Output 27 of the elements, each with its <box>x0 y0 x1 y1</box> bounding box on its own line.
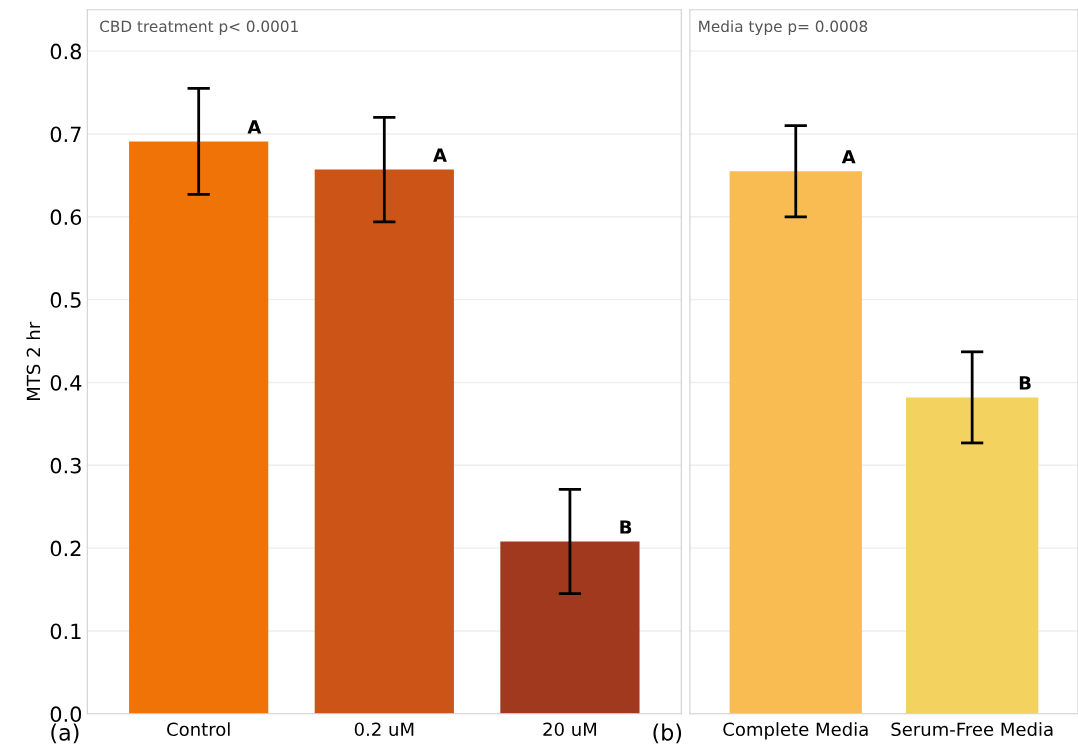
x-tick-label: 20 uM <box>543 722 597 737</box>
y-tick-label: 0.8 <box>50 43 82 60</box>
y-tick-label: 0.7 <box>50 126 81 143</box>
annotation: B <box>1019 376 1031 390</box>
y-tick-label: 0.5 <box>50 292 81 308</box>
x-tick-label: Control <box>167 722 230 737</box>
annotation: A <box>841 150 856 164</box>
y-tick-label: 0.2 <box>50 540 81 557</box>
y-tick-label: 0.3 <box>50 457 81 474</box>
text: CBD treatment p< 0.0001 <box>100 20 298 36</box>
annotation: A <box>433 148 447 162</box>
x-tick-label: 0.2 uM <box>354 722 414 737</box>
y-tick-label: 0.4 <box>50 374 82 391</box>
text: (b) <box>653 723 682 744</box>
annotation: A <box>247 120 262 134</box>
text: Media type p= 0.0008 <box>699 20 868 36</box>
y-tick-label: 0.1 <box>50 623 81 640</box>
y-tick-label: 0.6 <box>50 209 82 226</box>
y-tick-label: 0.0 <box>50 706 82 723</box>
x-tick-label: Complete Media <box>723 722 868 740</box>
x-tick-label: Serum-Free Media <box>891 722 1053 737</box>
y-axis-title: MTS 2 hr <box>26 321 41 400</box>
bar <box>314 169 454 714</box>
annotation: B <box>620 520 632 534</box>
bar <box>500 541 640 714</box>
bar <box>129 141 269 714</box>
text: (a) <box>51 723 79 744</box>
